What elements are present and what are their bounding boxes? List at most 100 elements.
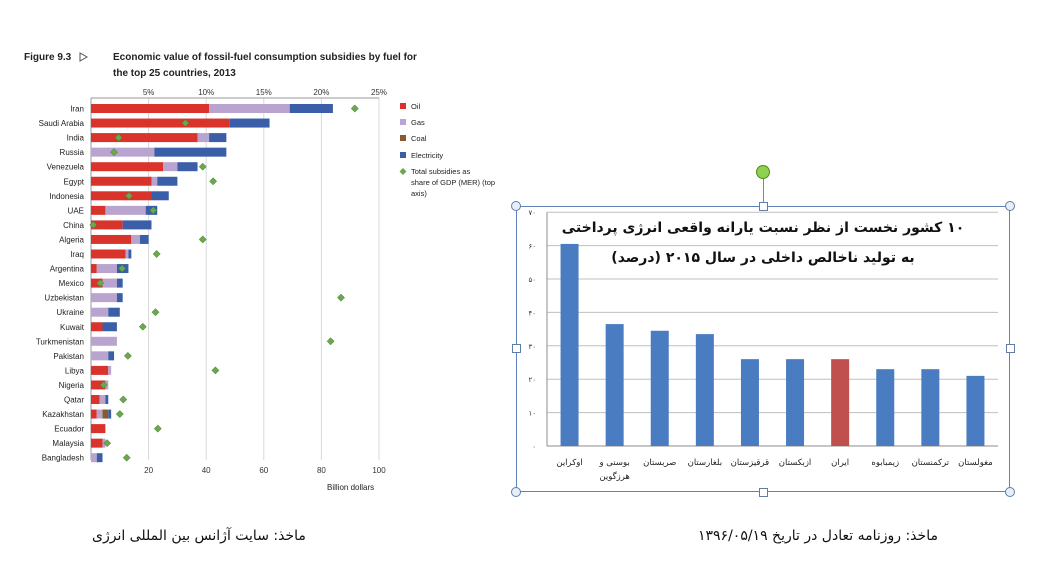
left-top-tick-label: 20%: [313, 88, 329, 97]
left-gdp-marker: [149, 206, 158, 215]
legend-label-gdp: axis): [411, 189, 427, 198]
left-bar-oil: [91, 176, 152, 186]
left-category-label: Russia: [60, 148, 85, 157]
left-bar-oil: [91, 162, 163, 172]
resize-handle-bottom[interactable]: [759, 488, 768, 497]
left-category-label: Libya: [65, 366, 85, 375]
right-category-label: بوسنی و: [598, 458, 629, 468]
left-gdp-marker: [89, 220, 98, 229]
left-category-label: UAE: [68, 206, 84, 215]
rotate-handle-icon[interactable]: [756, 165, 770, 179]
left-gdp-marker: [110, 148, 118, 157]
left-gdp-marker: [153, 424, 162, 433]
resize-handle-right[interactable]: [1006, 344, 1015, 353]
left-gdp-marker: [123, 351, 132, 360]
left-category-label: Ecuador: [54, 425, 84, 434]
left-gdp-marker: [181, 119, 190, 128]
left-gdp-marker: [115, 410, 124, 419]
resize-handle-left[interactable]: [512, 344, 521, 353]
left-gdp-marker: [99, 380, 108, 389]
left-bar-gas: [209, 104, 290, 113]
left-bar-electricity: [154, 147, 227, 157]
right-bar: [786, 359, 805, 446]
caption-right: ماخذ: روزنامه تعادل در تاریخ ۱۳۹۶/۰۵/۱۹: [698, 528, 938, 544]
left-bar-oil: [91, 264, 97, 274]
left-bar-gas: [105, 205, 146, 215]
left-bar-electricity: [108, 409, 112, 419]
left-bar-oil: [91, 438, 103, 448]
left-gdp-markers: [89, 104, 359, 462]
left-bar-electricity: [96, 453, 103, 463]
resize-handle-top[interactable]: [759, 202, 768, 211]
right-y-tick-label: ۲۰: [528, 376, 536, 384]
right-category-label: صربستان: [643, 458, 676, 468]
left-bar-oil: [91, 322, 103, 332]
left-category-label: Venezuela: [47, 163, 85, 172]
right-category-label: ایران: [831, 458, 849, 468]
left-bar-electricity: [177, 162, 198, 172]
left-bar-gas: [96, 409, 103, 419]
resize-handle-bottom-left[interactable]: [511, 487, 521, 497]
left-bar-gas: [96, 264, 117, 274]
left-top-tick-label: 5%: [143, 88, 155, 97]
left-bar-gas: [91, 293, 117, 303]
legend-label-oil: Oil: [411, 102, 421, 111]
left-bar-electricity: [122, 220, 152, 230]
right-bar: [695, 334, 714, 446]
left-bar-gas: [102, 278, 117, 288]
left-category-label: Qatar: [64, 396, 84, 405]
left-bar-gas: [163, 162, 178, 172]
left-category-label: Malaysia: [52, 439, 84, 448]
left-chart: Figure 9.3 Economic value of fossil-fuel…: [24, 52, 495, 492]
left-title-line2: the top 25 countries, 2013: [113, 68, 236, 79]
legend-label-gdp: share of GDP (MER) (top: [411, 178, 495, 187]
left-top-axis: 5% 10% 15% 20% 25%: [143, 88, 387, 97]
right-bar: [605, 324, 624, 446]
left-bar-oil: [91, 118, 230, 128]
left-gdp-marker: [198, 235, 207, 244]
left-category-label: China: [63, 221, 84, 230]
left-xlabel: Billion dollars: [327, 483, 374, 492]
left-gdp-marker: [103, 439, 112, 448]
left-bar-gas: [108, 365, 112, 375]
resize-handle-top-right[interactable]: [1005, 201, 1015, 211]
left-category-label: Uzbekistan: [44, 294, 84, 303]
right-category-label: ازبکستان: [779, 458, 812, 468]
resize-handle-top-left[interactable]: [511, 201, 521, 211]
left-gdp-marker: [138, 322, 147, 331]
left-category-label: Egypt: [64, 177, 85, 186]
left-bar-oil: [91, 409, 97, 419]
caption-left: ماخذ: سایت آژانس بین المللی انرژی: [92, 528, 306, 544]
left-bar-gas: [151, 176, 158, 186]
legend-swatch-oil: [400, 103, 406, 109]
left-bottom-tick-label: 40: [202, 466, 211, 475]
left-bar-electricity: [116, 293, 123, 303]
left-gdp-marker: [152, 250, 161, 258]
right-chart: ۰ ۱۰ ۲۰ ۳۰ ۴۰ ۵۰ ۶۰ ۷۰ اوکراین بوسنی و هرزگوین صرب…: [528, 209, 998, 482]
left-gdp-marker: [96, 279, 105, 288]
left-bar-gas: [131, 234, 140, 244]
resize-handle-bottom-right[interactable]: [1005, 487, 1015, 497]
left-bottom-tick-label: 60: [259, 466, 268, 475]
left-gdp-marker: [125, 191, 133, 200]
left-gdp-marker: [350, 104, 359, 113]
left-category-label: Pakistan: [53, 352, 84, 361]
left-bottom-axis: 20 40 60 80 100: [144, 466, 386, 475]
left-bar-gas: [125, 249, 129, 259]
right-y-tick-label: ۶۰: [528, 243, 536, 251]
left-bar-electricity: [229, 118, 270, 128]
legend-label-electricity: Electricity: [411, 151, 443, 160]
left-bar-electricity: [108, 351, 115, 361]
legend-swatch-gdp: [399, 168, 407, 175]
left-top-tick-label: 10%: [198, 88, 214, 97]
left-gdp-marker: [118, 264, 127, 273]
left-gdp-marker: [326, 337, 335, 346]
right-y-tick-label: ۱۰: [528, 410, 536, 418]
left-category-label: Mexico: [59, 279, 85, 288]
right-bar: [921, 369, 940, 446]
left-gdp-marker: [114, 133, 123, 142]
rotation-stem: [763, 176, 764, 206]
right-y-tick-label: ۰: [532, 443, 536, 451]
figure-arrow-icon: [79, 52, 89, 62]
left-category-label: Kazakhstan: [42, 410, 84, 419]
